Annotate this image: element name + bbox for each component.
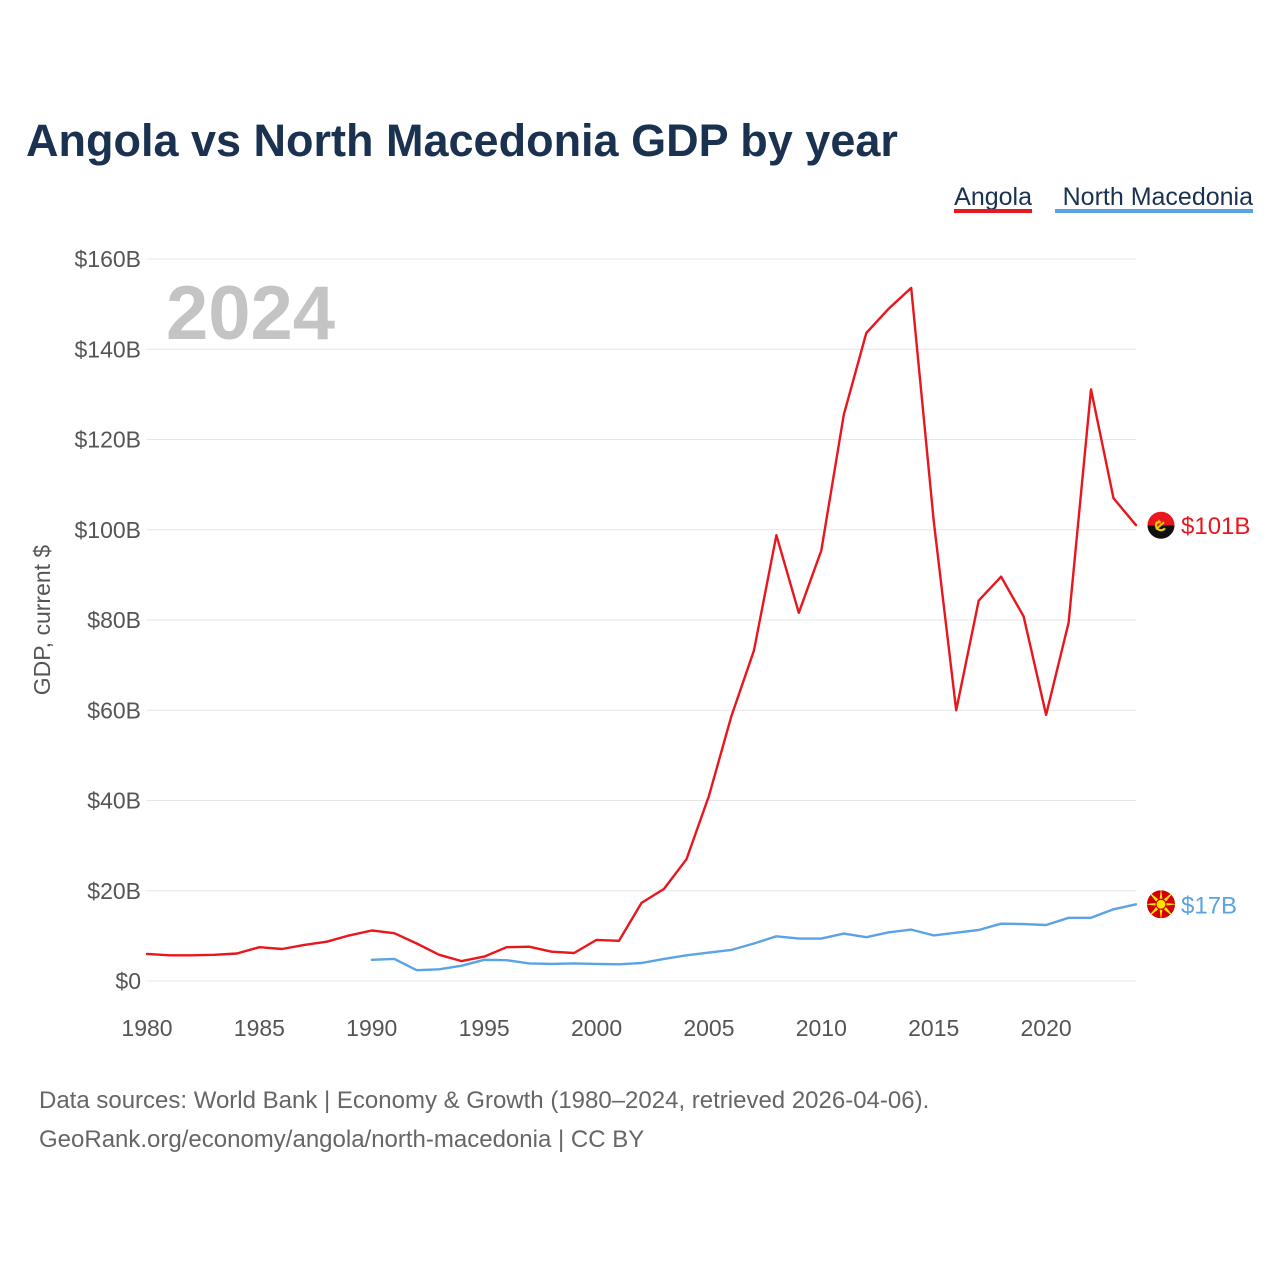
y-tick-label: $120B [74,427,141,453]
end-markers: $101B $17B [1146,510,1250,919]
series-layer [145,286,1138,972]
y-tick-label: $140B [74,336,141,362]
legend-item-north-macedonia[interactable]: North Macedonia [1055,183,1253,213]
x-tick-label: 2010 [796,1015,847,1041]
x-tick-label: 1985 [234,1015,285,1041]
angola-flag-icon [1146,510,1176,540]
x-axis-ticks: 1980 1985 1990 1995 2000 2005 2010 2015 2020 [121,1015,1071,1041]
y-tick-label: $60B [87,697,141,723]
chart-title: Angola vs North Macedonia GDP by year [26,115,898,166]
x-tick-label: 2015 [908,1015,959,1041]
legend: Angola North Macedonia [954,183,1253,213]
y-tick-label: $40B [87,788,141,814]
end-label-north-macedonia: $17B [1181,892,1237,919]
legend-label-north-macedonia: North Macedonia [1063,183,1253,211]
source-line-1: Data sources: World Bank | Economy & Gro… [39,1087,929,1114]
x-tick-label: 1990 [346,1015,397,1041]
y-axis-label: GDP, current $ [29,545,55,696]
end-label-angola: $101B [1181,513,1250,540]
legend-label-angola: Angola [954,183,1032,211]
north-macedonia-flag-icon [1147,890,1175,919]
x-tick-label: 1980 [121,1015,172,1041]
y-axis-ticks: $0 $20B $40B $60B $80B $100B $120B $140B $160B [74,246,141,994]
x-tick-label: 1995 [459,1015,510,1041]
x-tick-label: 2005 [683,1015,734,1041]
series-line-angola[interactable] [145,286,1138,963]
series-line-north-macedonia[interactable] [370,903,1138,972]
y-tick-label: $0 [115,968,141,994]
source-line-2[interactable]: GeoRank.org/economy/angola/north-macedon… [39,1126,644,1153]
gridlines [147,258,1136,982]
y-tick-label: $100B [74,517,141,543]
x-tick-label: 2020 [1021,1015,1072,1041]
y-tick-label: $160B [74,246,141,272]
y-tick-label: $80B [87,607,141,633]
legend-item-angola[interactable]: Angola [954,183,1032,213]
y-tick-label: $20B [87,878,141,904]
year-watermark: 2024 [166,271,335,356]
x-tick-label: 2000 [571,1015,622,1041]
